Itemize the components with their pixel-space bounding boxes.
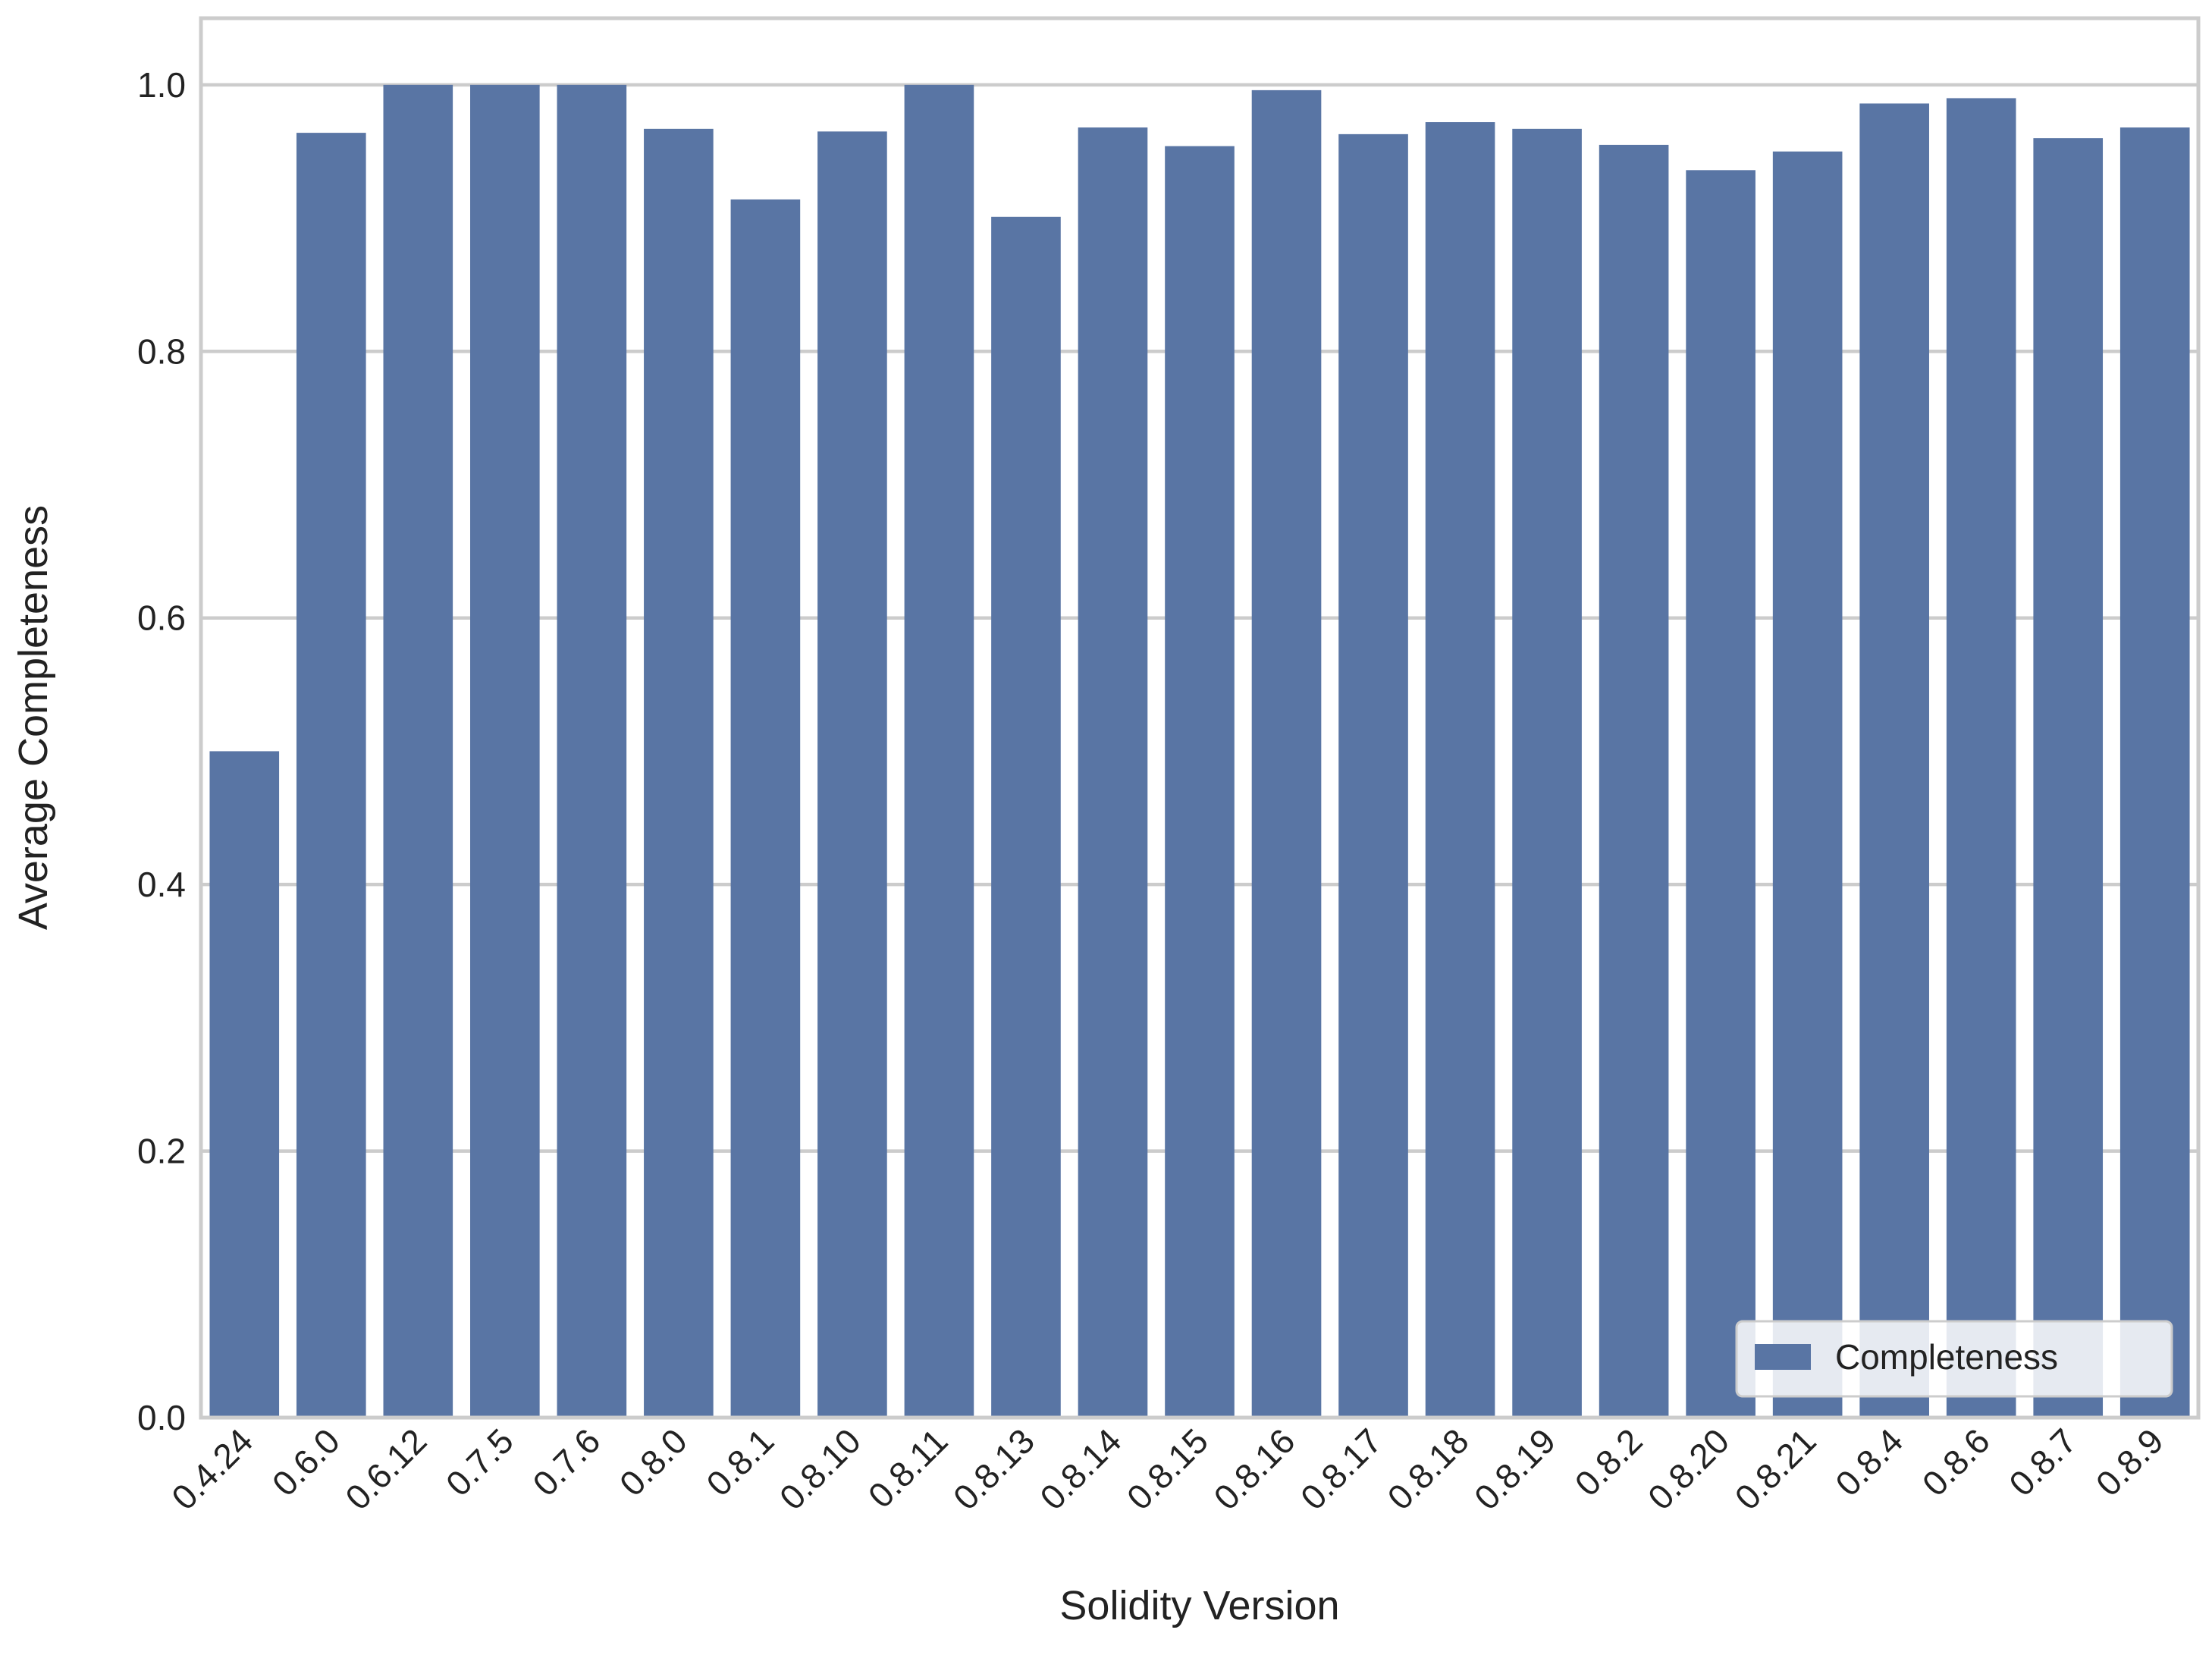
x-tick-label: 0.8.0 xyxy=(612,1421,695,1503)
x-tick-label: 0.7.6 xyxy=(525,1421,607,1503)
bar xyxy=(1251,90,1322,1418)
bar xyxy=(2033,138,2104,1418)
x-tick-label: 0.8.21 xyxy=(1727,1421,1824,1517)
x-tick-label: 0.8.1 xyxy=(698,1421,781,1503)
y-tick-label: 0.8 xyxy=(137,331,186,371)
bar xyxy=(2119,127,2190,1418)
bar xyxy=(1078,127,1148,1418)
x-tick-label: 0.8.7 xyxy=(2001,1421,2084,1503)
y-tick-label: 0.6 xyxy=(137,598,186,638)
x-tick-label: 0.8.16 xyxy=(1206,1421,1302,1517)
x-tick-label: 0.6.12 xyxy=(337,1421,434,1517)
bar xyxy=(1425,122,1495,1418)
x-tick-label: 0.8.2 xyxy=(1567,1421,1650,1503)
x-tick-label: 0.8.11 xyxy=(861,1421,955,1515)
x-axis-label: Solidity Version xyxy=(1059,1583,1339,1628)
bar xyxy=(904,84,974,1418)
bar xyxy=(1859,103,1929,1418)
bar xyxy=(1772,151,1843,1418)
bar xyxy=(296,133,366,1418)
y-tick-label: 0.0 xyxy=(137,1398,186,1437)
bar xyxy=(644,128,714,1418)
x-tick-label: 0.8.13 xyxy=(946,1421,1042,1517)
x-tick-label: 0.8.6 xyxy=(1915,1421,1997,1503)
x-tick-label: 0.7.5 xyxy=(438,1421,521,1503)
bar xyxy=(1165,146,1235,1418)
bar xyxy=(209,751,280,1418)
bar xyxy=(557,84,627,1418)
x-tick-label: 0.8.4 xyxy=(1828,1421,1910,1503)
x-tick-label: 0.8.10 xyxy=(772,1421,868,1517)
x-tick-label: 0.8.15 xyxy=(1119,1421,1216,1517)
bar xyxy=(1599,144,1669,1418)
x-tick-label: 0.8.17 xyxy=(1293,1421,1389,1517)
plot-frame xyxy=(199,16,2201,1420)
y-tick-label: 0.2 xyxy=(137,1132,186,1171)
bar xyxy=(1686,170,1755,1418)
bar xyxy=(991,216,1061,1418)
bar xyxy=(383,84,453,1418)
legend-label: Completeness xyxy=(1835,1337,2058,1377)
y-tick-label: 0.4 xyxy=(137,865,186,904)
x-tick-label: 0.8.14 xyxy=(1032,1421,1128,1517)
bar xyxy=(1338,133,1408,1418)
x-tick-label: 0.8.19 xyxy=(1467,1421,1563,1517)
bar xyxy=(1946,98,2016,1418)
bar xyxy=(817,131,887,1418)
bar xyxy=(470,84,540,1418)
legend-swatch xyxy=(1755,1344,1811,1370)
x-tick-label: 0.8.9 xyxy=(2088,1421,2171,1503)
x-tick-label: 0.8.18 xyxy=(1379,1421,1476,1517)
x-tick-label: 0.6.0 xyxy=(265,1421,347,1503)
x-tick-label: 0.8.20 xyxy=(1640,1421,1737,1517)
legend-box xyxy=(1735,1320,2173,1398)
bar xyxy=(730,199,801,1418)
bar xyxy=(1512,128,1582,1418)
y-axis-label: Average Completeness xyxy=(11,505,56,930)
y-tick-label: 1.0 xyxy=(137,65,186,105)
